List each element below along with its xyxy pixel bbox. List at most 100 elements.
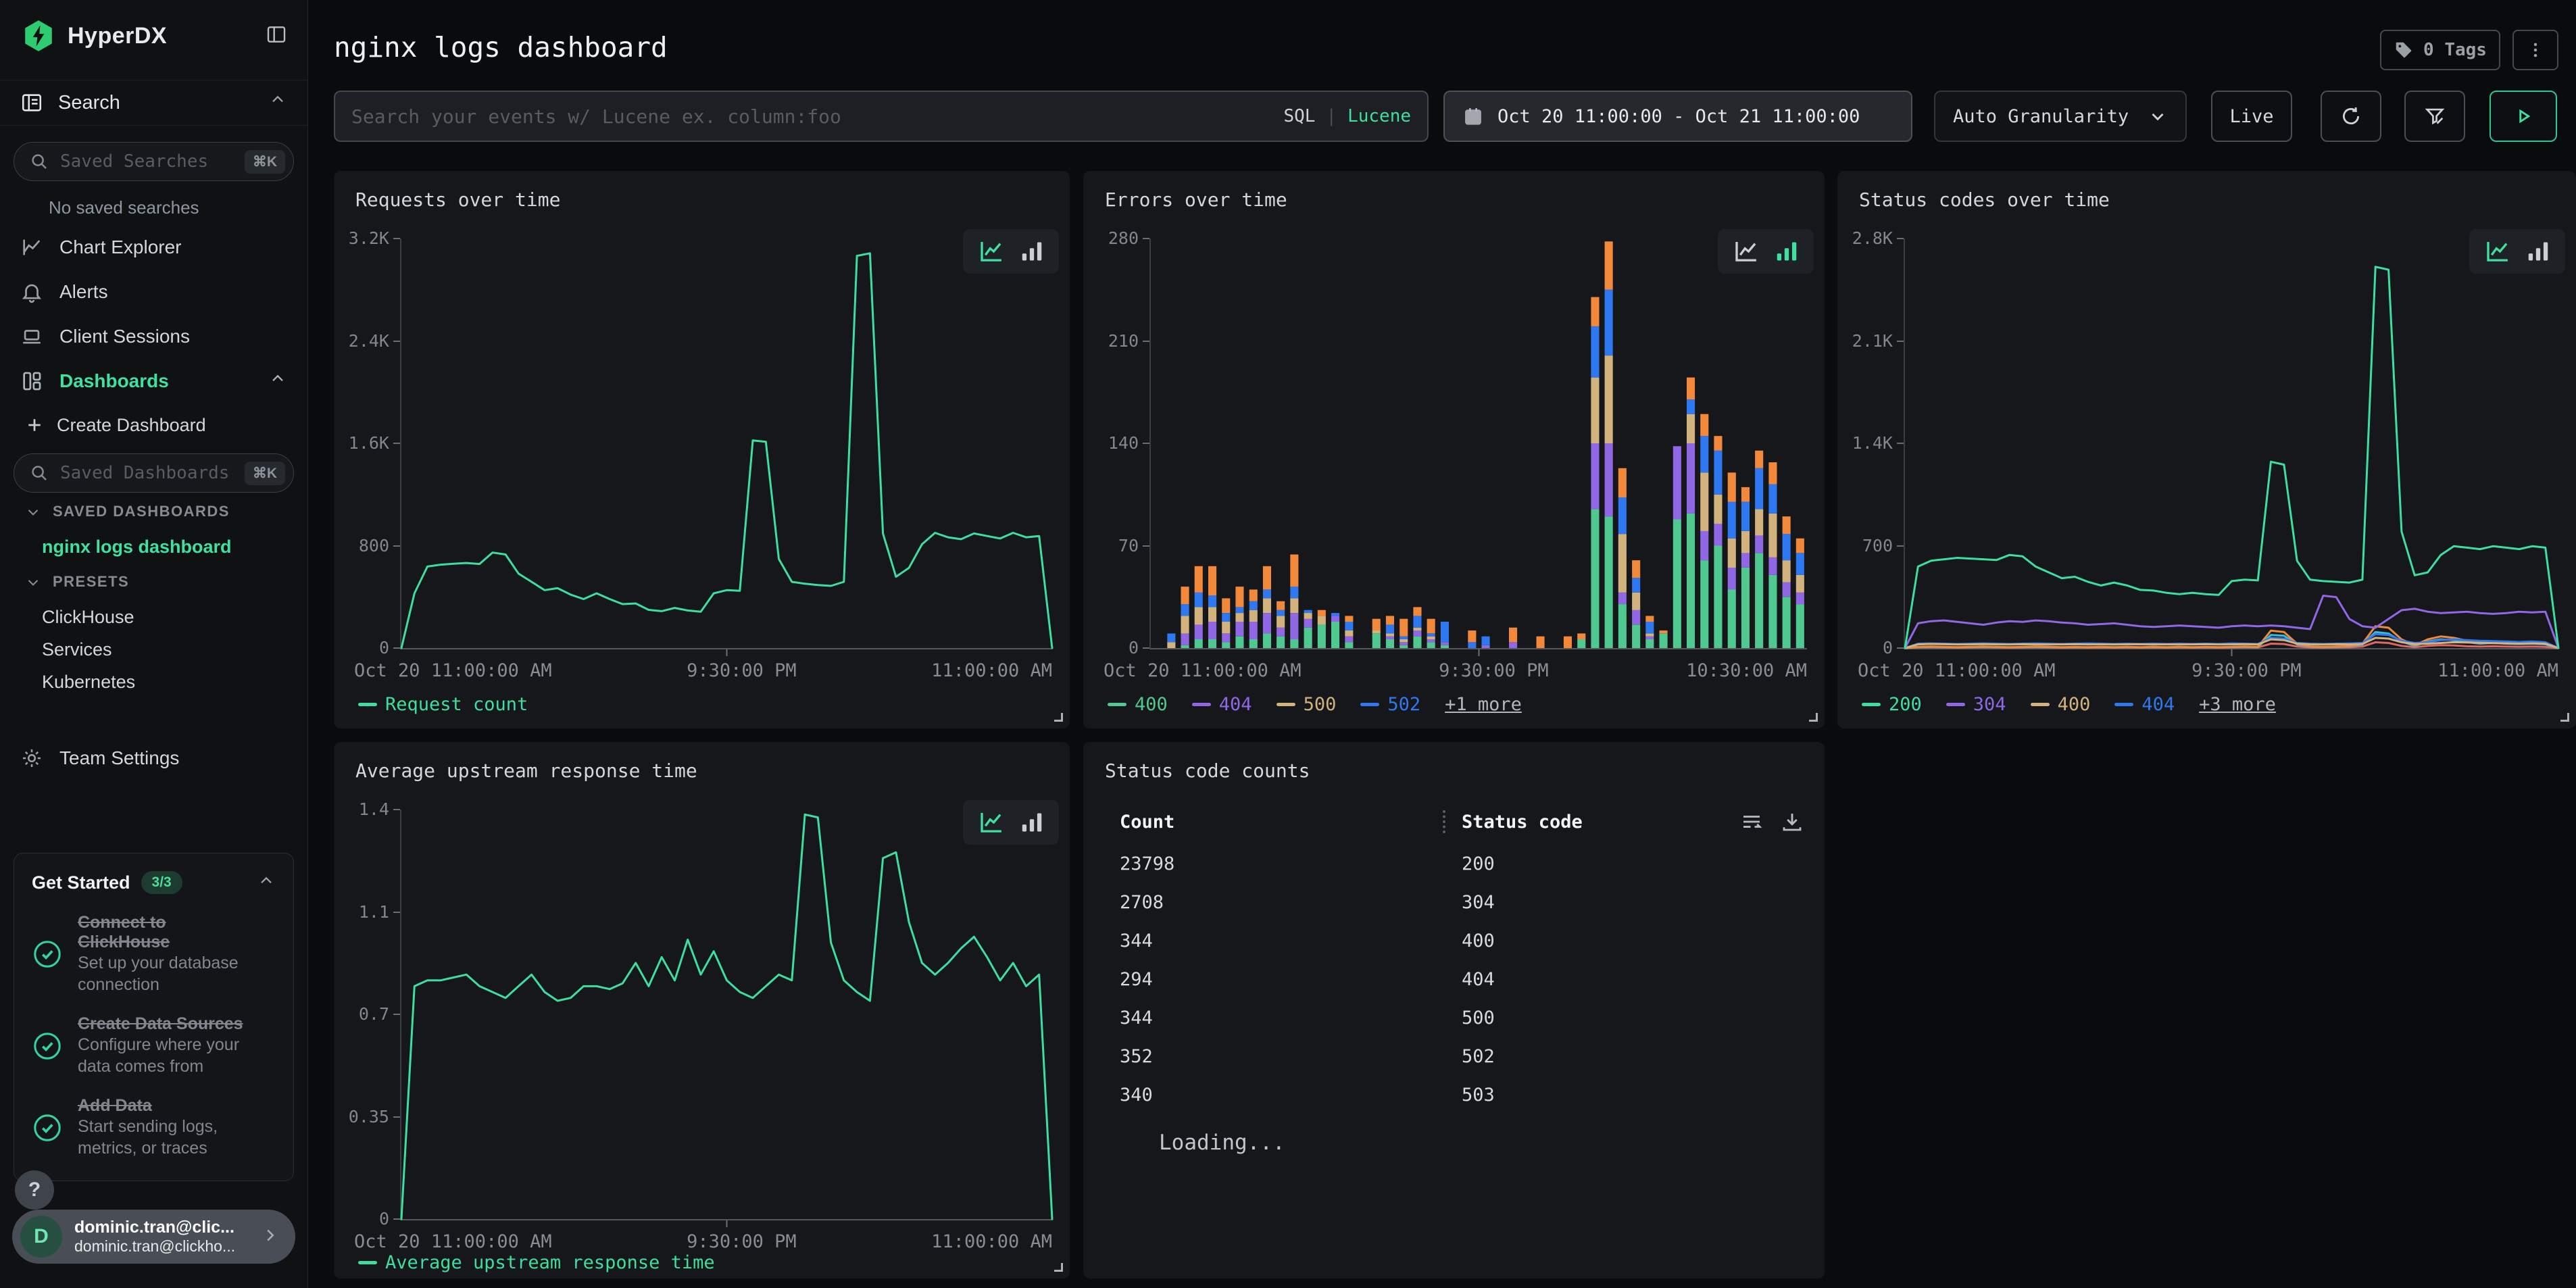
chevron-up-icon[interactable] bbox=[257, 872, 276, 894]
column-drag-handle[interactable] bbox=[1443, 810, 1445, 833]
saved-dashboards-group-header[interactable]: SAVED DASHBOARDS bbox=[0, 493, 307, 530]
panel-resize-handle[interactable] bbox=[1809, 713, 1818, 722]
bar-chart-icon[interactable] bbox=[1019, 810, 1045, 835]
bar-chart-icon[interactable] bbox=[2525, 239, 2551, 264]
sidebar-item-client-sessions[interactable]: Client Sessions bbox=[0, 314, 307, 359]
dashboard-menu-button[interactable] bbox=[2512, 30, 2558, 70]
cell-status-code: 200 bbox=[1443, 853, 1495, 874]
create-dashboard-button[interactable]: Create Dashboard bbox=[0, 403, 307, 447]
errors-chart-plot[interactable] bbox=[1149, 239, 1807, 649]
chart-title: Status codes over time bbox=[1859, 189, 2110, 211]
sidebar: HyperDX Search ⌘K No saved searches Char… bbox=[0, 0, 308, 1288]
panel-resize-handle[interactable] bbox=[1054, 713, 1063, 722]
saved-searches-input[interactable] bbox=[60, 151, 234, 172]
legend-item[interactable]: Average upstream response time bbox=[358, 1252, 715, 1273]
chevron-right-icon bbox=[260, 1225, 280, 1249]
table-row[interactable]: 344500 bbox=[1120, 999, 1804, 1037]
loading-text: Loading... bbox=[1159, 1131, 1285, 1155]
saved-dashboards-input-wrap: ⌘K bbox=[14, 453, 294, 493]
nav-label: Dashboards bbox=[59, 370, 169, 392]
bar-chart-icon[interactable] bbox=[1774, 239, 1800, 264]
cell-status-code: 304 bbox=[1443, 892, 1495, 913]
sidebar-item-alerts[interactable]: Alerts bbox=[0, 270, 307, 314]
chevron-up-icon[interactable] bbox=[268, 370, 287, 393]
laptop-icon bbox=[20, 325, 43, 348]
legend-item[interactable]: 500 bbox=[1277, 694, 1337, 715]
legend-item[interactable]: 400 bbox=[1108, 694, 1168, 715]
table-row[interactable]: 340503 bbox=[1120, 1076, 1804, 1114]
download-icon[interactable] bbox=[1780, 810, 1804, 834]
table-options-icon[interactable] bbox=[1739, 810, 1764, 834]
table-row[interactable]: 344400 bbox=[1120, 922, 1804, 960]
column-header-count[interactable]: Count bbox=[1120, 812, 1443, 833]
line-chart-icon[interactable] bbox=[977, 237, 1006, 266]
legend-label: 200 bbox=[1889, 694, 1922, 715]
x-axis-label: 10:30:00 AM bbox=[1686, 660, 1807, 681]
bar-chart-icon[interactable] bbox=[1019, 239, 1045, 264]
panel-resize-handle[interactable] bbox=[1054, 1263, 1063, 1272]
search-section-icon bbox=[20, 91, 43, 114]
lucene-mode-toggle[interactable]: Lucene bbox=[1347, 106, 1411, 126]
legend-item[interactable]: 400 bbox=[2031, 694, 2091, 715]
refresh-button[interactable] bbox=[2321, 91, 2381, 142]
sidebar-item-kubernetes[interactable]: Kubernetes bbox=[0, 666, 307, 698]
live-button[interactable]: Live bbox=[2211, 91, 2292, 142]
granularity-select[interactable]: Auto Granularity bbox=[1934, 91, 2187, 142]
table-row[interactable]: 2708304 bbox=[1120, 883, 1804, 922]
run-query-button[interactable] bbox=[2490, 91, 2557, 142]
help-button[interactable]: ? bbox=[15, 1170, 54, 1210]
sidebar-item-services[interactable]: Services bbox=[0, 633, 307, 666]
get-started-step-connect[interactable]: Connect to ClickHouse Set up your databa… bbox=[32, 913, 276, 995]
presets-group-header[interactable]: PRESETS bbox=[0, 563, 307, 601]
legend-item[interactable]: 200 bbox=[1862, 694, 1922, 715]
x-axis: Oct 20 11:00:00 AM 9:30:00 PM 11:00:00 A… bbox=[354, 660, 1052, 681]
table-row[interactable]: 352502 bbox=[1120, 1037, 1804, 1076]
legend-more-link[interactable]: +1 more bbox=[1445, 694, 1522, 715]
chevron-up-icon[interactable] bbox=[268, 91, 287, 115]
get-started-step-sources[interactable]: Create Data Sources Configure where your… bbox=[32, 1014, 276, 1077]
get-started-step-add-data[interactable]: Add Data Start sending logs, metrics, or… bbox=[32, 1096, 276, 1159]
saved-dashboards-input[interactable] bbox=[60, 463, 234, 483]
filters-button[interactable] bbox=[2404, 91, 2465, 142]
sidebar-item-search[interactable]: Search bbox=[0, 80, 307, 126]
chart-title: Errors over time bbox=[1105, 189, 1287, 211]
x-axis: Oct 20 11:00:00 AM 9:30:00 PM 11:00:00 A… bbox=[1858, 660, 2558, 681]
column-header-status-code[interactable]: Status code bbox=[1462, 812, 1739, 833]
table-title: Status code counts bbox=[1105, 760, 1310, 782]
requests-chart-plot[interactable] bbox=[400, 239, 1052, 649]
tags-button[interactable]: 0 Tags bbox=[2380, 30, 2500, 70]
sidebar-item-nginx-logs-dashboard[interactable]: nginx logs dashboard bbox=[0, 530, 307, 563]
legend-item[interactable]: Request count bbox=[358, 694, 528, 715]
sidebar-item-chart-explorer[interactable]: Chart Explorer bbox=[0, 225, 307, 270]
legend-item[interactable]: 404 bbox=[2114, 694, 2175, 715]
event-search-input[interactable] bbox=[351, 105, 1283, 128]
chevron-down-icon bbox=[24, 573, 42, 591]
sidebar-collapse-icon[interactable] bbox=[264, 24, 289, 49]
y-axis-label: 210 bbox=[1083, 331, 1139, 351]
y-axis-label: 0 bbox=[334, 638, 389, 658]
search-icon bbox=[29, 151, 49, 172]
line-chart-icon[interactable] bbox=[977, 808, 1006, 837]
panel-resize-handle[interactable] bbox=[2560, 713, 2569, 722]
legend-item[interactable]: 404 bbox=[1192, 694, 1252, 715]
x-axis-label: 11:00:00 AM bbox=[931, 1231, 1052, 1252]
legend-label: Average upstream response time bbox=[385, 1252, 715, 1273]
sidebar-item-dashboards[interactable]: Dashboards bbox=[0, 359, 307, 403]
legend-item[interactable]: 502 bbox=[1360, 694, 1420, 715]
legend-item[interactable]: 304 bbox=[1946, 694, 2006, 715]
play-icon bbox=[2512, 105, 2535, 128]
table-row[interactable]: 294404 bbox=[1120, 960, 1804, 999]
line-chart-icon[interactable] bbox=[1732, 237, 1760, 266]
legend-more-link[interactable]: +3 more bbox=[2199, 694, 2276, 715]
upstream-chart-plot[interactable] bbox=[400, 810, 1052, 1220]
line-chart-icon[interactable] bbox=[2483, 237, 2512, 266]
table-row[interactable]: 23798200 bbox=[1120, 845, 1804, 883]
user-menu[interactable]: D dominic.tran@clic... dominic.tran@clic… bbox=[12, 1210, 295, 1264]
status-codes-chart-plot[interactable] bbox=[1904, 239, 2558, 649]
chart-type-toggle bbox=[2469, 229, 2565, 274]
sidebar-item-clickhouse[interactable]: ClickHouse bbox=[0, 601, 307, 633]
sql-mode-toggle[interactable]: SQL bbox=[1283, 106, 1315, 126]
sidebar-item-team-settings[interactable]: Team Settings bbox=[0, 736, 307, 781]
time-range-picker[interactable]: Oct 20 11:00:00 - Oct 21 11:00:00 bbox=[1443, 91, 1912, 142]
x-axis-label: Oct 20 11:00:00 AM bbox=[1858, 660, 2056, 681]
